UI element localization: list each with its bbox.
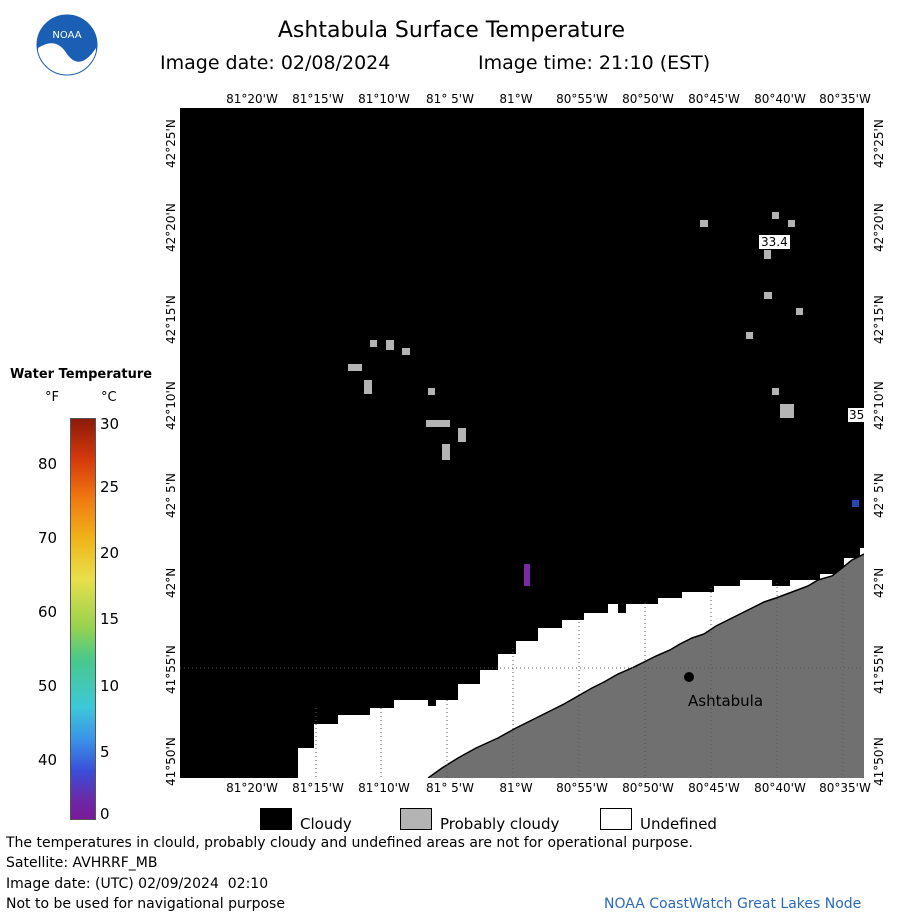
legend-title: Water Temperature xyxy=(10,367,153,382)
temp-pixel-blue xyxy=(852,500,859,507)
lat-label-left: 42°25'N xyxy=(164,119,178,168)
footer-credit: NOAA CoastWatch Great Lakes Node xyxy=(604,896,862,912)
f-tick: 50 xyxy=(38,677,58,695)
lat-label-right: 42°25'N xyxy=(872,119,886,168)
lon-label-bottom: 81°W xyxy=(499,781,533,795)
map-svg xyxy=(180,108,865,779)
city-label-ashtabula: Ashtabula xyxy=(688,692,764,710)
land-region xyxy=(428,554,864,778)
lon-label-bottom: 81°20'W xyxy=(226,781,278,795)
lon-label-top: 81°15'W xyxy=(292,92,344,106)
f-tick: 60 xyxy=(38,603,58,621)
lon-label-bottom: 80°55'W xyxy=(556,781,608,795)
lat-label-left: 42°20'N xyxy=(164,203,178,252)
lon-label-top: 81°W xyxy=(499,92,533,106)
lon-label-bottom: 81° 5'W xyxy=(426,781,474,795)
c-tick: 0 xyxy=(100,805,110,823)
color-scale-bar xyxy=(70,418,96,820)
grid-lines xyxy=(180,574,864,778)
f-tick: 80 xyxy=(38,455,58,473)
lon-label-bottom: 81°15'W xyxy=(292,781,344,795)
lat-label-left: 42°10'N xyxy=(164,381,178,430)
lon-label-top: 80°35'W xyxy=(819,92,871,106)
lat-label-left: 42°N xyxy=(164,567,178,598)
key-probably-cloudy-swatch xyxy=(400,808,432,830)
noaa-logo-text: NOAA xyxy=(52,30,81,41)
lon-label-top: 80°50'W xyxy=(622,92,674,106)
map-area[interactable]: 33.4 35 Ashtabula xyxy=(180,108,865,779)
lat-label-right: 42°10'N xyxy=(872,381,886,430)
lon-label-top: 80°45'W xyxy=(688,92,740,106)
coastline xyxy=(427,553,865,779)
lat-label-right: 41°55'N xyxy=(872,645,886,694)
f-tick: 70 xyxy=(38,529,58,547)
lat-label-left: 42° 5'N xyxy=(164,473,178,518)
lat-label-left: 41°55'N xyxy=(164,645,178,694)
lon-label-bottom: 80°35'W xyxy=(819,781,871,795)
legend-unit-f: °F xyxy=(45,390,59,405)
key-undefined-label: Undefined xyxy=(640,815,717,833)
c-tick: 25 xyxy=(100,478,120,496)
key-probably-cloudy-label: Probably cloudy xyxy=(440,815,560,833)
lat-label-right: 42°N xyxy=(872,567,886,598)
temp-label-1: 33.4 xyxy=(758,234,791,250)
lat-label-right: 42°15'N xyxy=(872,295,886,344)
lon-label-top: 81°10'W xyxy=(358,92,410,106)
c-tick: 10 xyxy=(100,677,120,695)
legend-unit-c: °C xyxy=(101,390,117,405)
temp-pixel-violet xyxy=(524,564,530,586)
lon-label-bottom: 80°45'W xyxy=(688,781,740,795)
footer-utc-date: Image date: (UTC) 02/09/2024 02:10 xyxy=(6,876,269,892)
key-cloudy-swatch xyxy=(260,808,292,830)
lon-label-top: 81° 5'W xyxy=(426,92,474,106)
footer-note: The temperatures in clould, probably clo… xyxy=(6,835,693,851)
probably-cloudy-patches xyxy=(348,212,803,460)
c-tick: 30 xyxy=(100,415,120,433)
lon-label-bottom: 81°10'W xyxy=(358,781,410,795)
f-tick: 40 xyxy=(38,751,58,769)
c-tick: 20 xyxy=(100,544,120,562)
image-time: Image time: 21:10 (EST) xyxy=(478,52,711,74)
key-undefined-swatch xyxy=(600,808,632,830)
image-date: Image date: 02/08/2024 xyxy=(160,52,391,74)
lat-label-left: 41°50'N xyxy=(164,737,178,786)
lon-label-top: 80°55'W xyxy=(556,92,608,106)
footer-satellite: Satellite: AVHRRF_MB xyxy=(6,855,158,871)
lon-label-bottom: 80°40'W xyxy=(754,781,806,795)
ashtabula-marker xyxy=(684,672,694,682)
c-tick: 15 xyxy=(100,610,120,628)
c-tick: 5 xyxy=(100,743,110,761)
footer-nav-warning: Not to be used for navigational purpose xyxy=(6,896,285,912)
lat-label-right: 42°20'N xyxy=(872,203,886,252)
lat-label-left: 42°15'N xyxy=(164,295,178,344)
noaa-logo: NOAA xyxy=(36,14,98,76)
lon-label-top: 81°20'W xyxy=(226,92,278,106)
key-cloudy-label: Cloudy xyxy=(300,815,352,833)
lon-label-bottom: 80°50'W xyxy=(622,781,674,795)
lon-label-top: 80°40'W xyxy=(754,92,806,106)
lat-label-right: 42° 5'N xyxy=(872,473,886,518)
lat-label-right: 41°50'N xyxy=(872,737,886,786)
temp-label-2: 35 xyxy=(848,408,864,422)
page-title: Ashtabula Surface Temperature xyxy=(277,18,626,43)
